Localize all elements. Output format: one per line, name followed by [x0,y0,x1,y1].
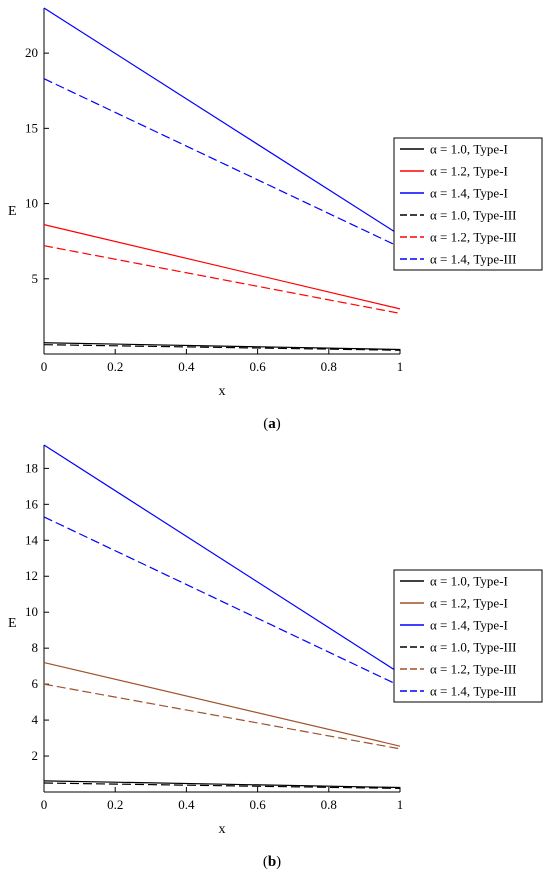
x-axis-title-b: x [219,822,226,837]
y-tick-label: 12 [25,568,38,583]
legend-label: α = 1.0, Type-I [430,574,508,589]
y-tick-label: 10 [25,196,38,211]
x-tick-label: 0 [41,797,48,812]
y-tick-label: 18 [25,460,38,475]
y-tick-label: 15 [25,120,38,135]
series-line [43,661,401,747]
legend-label: α = 1.2, Type-I [430,596,508,611]
y-tick-label: 5 [32,271,39,286]
legend-label: α = 1.4, Type-III [430,684,517,699]
x-tick-label: 0.8 [321,359,337,374]
y-tick-label: 10 [25,604,38,619]
legend-label: α = 1.4, Type-III [430,252,517,267]
series-line [43,7,401,236]
series-line [43,224,401,310]
x-axis-title-a: x [219,384,226,399]
x-tick-label: 0.4 [178,797,195,812]
series-line [43,245,401,314]
series-line [43,344,401,351]
legend-b: α = 1.0, Type-I α = 1.2, Type-I α = 1.4, T… [393,569,543,703]
x-tick-label: 0.4 [178,359,195,374]
x-tick-label: 0.2 [107,797,123,812]
series-line [43,342,401,351]
x-tick-label: 1 [397,359,404,374]
legend-box [393,569,543,703]
y-tick-label: 8 [32,640,39,655]
y-tick-label: 20 [25,45,38,60]
series-line [43,782,401,790]
series-line [43,683,401,750]
series-line [43,780,401,789]
y-tick-label: 4 [32,712,39,727]
legend-label: α = 1.0, Type-I [430,142,508,157]
x-tick-label: 0 [41,359,48,374]
x-tick-label: 0.8 [321,797,337,812]
caption-b: (b) [263,854,281,870]
legend-label: α = 1.2, Type-III [430,662,517,677]
x-tick-label: 0.2 [107,359,123,374]
y-tick-label: 16 [25,496,39,511]
legend-label: α = 1.0, Type-III [430,208,517,223]
legend-a: α = 1.0, Type-I α = 1.2, Type-I α = 1.4, T… [393,137,543,271]
y-axis-title-b: E [8,616,17,631]
legend-label: α = 1.2, Type-III [430,230,517,245]
y-tick-label: 2 [32,748,39,763]
y-tick-label: 14 [25,532,39,547]
legend-label: α = 1.0, Type-III [430,640,517,655]
x-tick-label: 0.6 [249,359,266,374]
series-line [43,444,401,674]
series-line [43,516,401,687]
legend-label: α = 1.4, Type-I [430,618,508,633]
y-tick-label: 6 [32,676,39,691]
x-tick-label: 1 [397,797,404,812]
x-tick-label: 0.6 [249,797,266,812]
series-line [43,78,401,248]
legend-box [393,137,543,271]
y-axis-title-a: E [8,204,17,219]
legend-label: α = 1.2, Type-I [430,164,508,179]
caption-a: (a) [263,416,281,432]
legend-label: α = 1.4, Type-I [430,186,508,201]
